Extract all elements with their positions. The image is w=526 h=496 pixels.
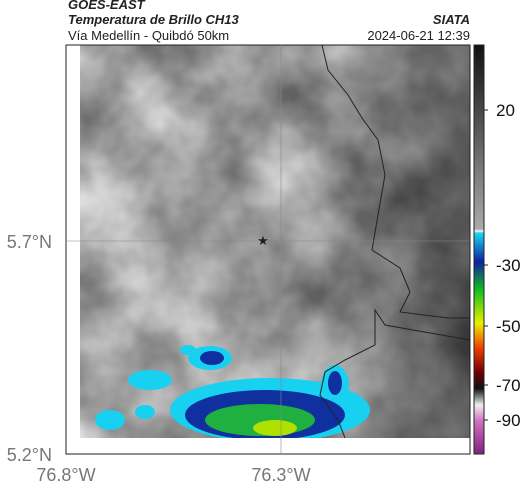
location-star: ★ [257, 233, 269, 248]
product: Temperatura de Brillo CH13 [68, 12, 240, 27]
colorbar-tick-label: -50 [496, 317, 521, 336]
colorbar-tick-label: -90 [496, 411, 521, 430]
satellite-image [80, 45, 470, 438]
region: Vía Medellín - Quibdó 50km [68, 28, 229, 43]
colorbar [473, 44, 485, 455]
datetime: 2024-06-21 12:39 [367, 28, 470, 43]
lat-label: 5.7°N [7, 232, 52, 252]
map-frame [65, 44, 471, 455]
lon-label: 76.8°W [36, 465, 95, 485]
satellite: GOES-EAST [68, 0, 146, 12]
lat-label: 5.2°N [7, 445, 52, 465]
source: SIATA [433, 12, 470, 27]
colorbar-tick-label: -30 [496, 256, 521, 275]
lon-label: 76.3°W [251, 465, 310, 485]
colorbar-tick-label: -70 [496, 376, 521, 395]
colorbar-tick-label: 20 [496, 101, 515, 120]
